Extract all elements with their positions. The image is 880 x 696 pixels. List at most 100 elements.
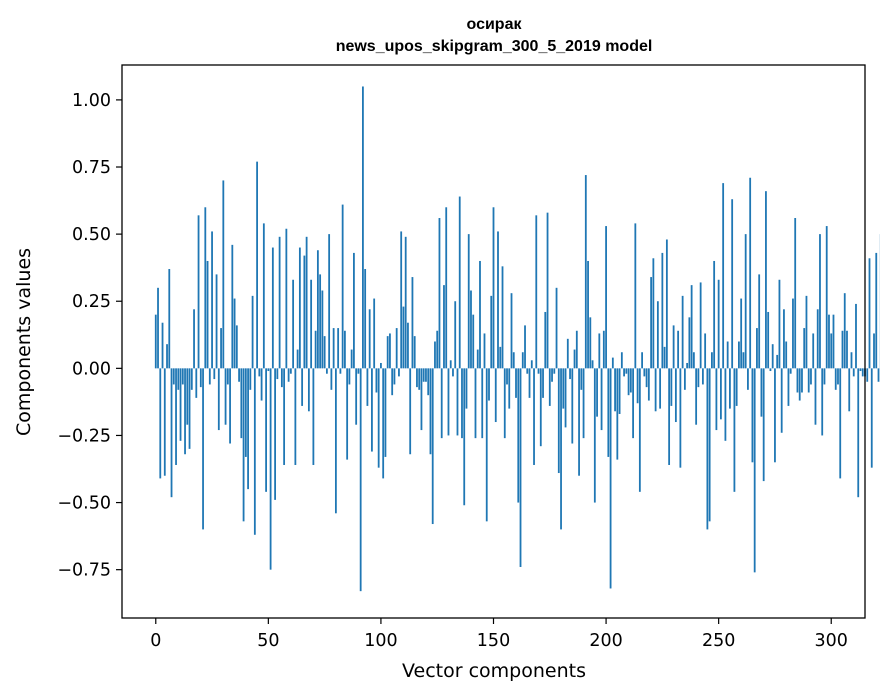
bar	[828, 314, 830, 369]
bar	[287, 368, 290, 382]
bar	[490, 295, 493, 369]
y-axis-ticks: −0.75 −0.50 −0.25 0.00 0.25 0.50 0.75 1.00	[57, 91, 122, 581]
bar	[566, 338, 569, 369]
bar	[190, 368, 193, 390]
y-tick-label: −0.25	[57, 426, 111, 446]
bar	[706, 368, 709, 530]
bar	[425, 368, 427, 382]
bar	[271, 247, 274, 369]
bar	[233, 298, 236, 369]
bar	[418, 368, 421, 390]
bar	[798, 368, 801, 401]
bar	[265, 368, 267, 492]
bar	[564, 368, 567, 428]
bar	[821, 368, 824, 436]
bar	[749, 177, 752, 369]
bar	[602, 330, 605, 369]
bar	[643, 368, 646, 377]
bar	[449, 360, 452, 369]
bar	[634, 223, 637, 369]
bar	[632, 368, 634, 439]
bar	[181, 368, 184, 385]
bar	[488, 368, 490, 401]
bar	[792, 298, 794, 369]
bar	[321, 290, 324, 369]
bar	[832, 314, 835, 369]
bar	[206, 260, 209, 369]
chart-subtitle: news_upos_skipgram_300_5_2019 model	[336, 38, 653, 55]
bar	[346, 368, 349, 460]
bar	[870, 368, 873, 468]
bar	[701, 368, 704, 385]
bar	[175, 368, 177, 465]
bar	[751, 368, 754, 463]
bar	[656, 301, 659, 369]
bar	[688, 317, 691, 369]
bar	[420, 368, 423, 431]
bar	[479, 260, 481, 369]
bar	[584, 175, 587, 369]
bar	[503, 368, 506, 439]
bar	[665, 239, 668, 369]
bar	[256, 161, 258, 369]
bar	[875, 252, 878, 369]
bar	[452, 368, 454, 377]
bar	[873, 333, 875, 369]
bar	[470, 290, 472, 369]
bar	[548, 368, 551, 406]
bar	[348, 368, 351, 385]
bar	[161, 322, 164, 369]
bar	[506, 368, 508, 385]
bar	[852, 368, 855, 377]
bar	[393, 368, 396, 385]
bar	[411, 277, 414, 369]
bar	[179, 368, 182, 441]
bar	[877, 368, 880, 382]
bar	[204, 207, 207, 369]
bar	[843, 293, 846, 369]
bar	[368, 309, 371, 369]
bar	[850, 352, 853, 369]
bar	[638, 368, 641, 492]
bar	[524, 325, 526, 369]
bar	[803, 328, 806, 369]
bar	[575, 330, 578, 369]
bar	[188, 368, 191, 449]
bar	[528, 368, 531, 398]
bar	[578, 368, 580, 476]
bar	[787, 368, 790, 406]
bar	[519, 368, 522, 567]
x-tick-label: 50	[257, 631, 279, 651]
bar	[371, 368, 373, 452]
bar	[332, 328, 335, 369]
bar	[620, 352, 623, 369]
bar	[186, 368, 189, 425]
bar	[855, 303, 857, 369]
bar	[530, 360, 533, 369]
bar	[733, 368, 736, 492]
bar	[307, 368, 310, 412]
x-tick-label: 0	[150, 631, 161, 651]
bar	[526, 368, 529, 374]
x-tick-label: 300	[815, 631, 848, 651]
bar	[614, 368, 616, 412]
bar	[429, 368, 432, 455]
bar	[168, 269, 171, 369]
bar	[217, 368, 220, 431]
bar	[310, 279, 313, 369]
bar	[562, 368, 565, 409]
bar	[661, 252, 664, 369]
bar	[337, 328, 340, 369]
bar	[260, 368, 263, 401]
bar	[501, 266, 504, 369]
bar	[211, 231, 213, 369]
bar	[242, 368, 245, 522]
bar	[224, 368, 227, 425]
bar	[154, 314, 157, 369]
bar	[625, 368, 628, 374]
bar	[325, 368, 328, 374]
bar	[278, 236, 281, 369]
bar	[316, 250, 319, 369]
bar	[384, 368, 387, 457]
